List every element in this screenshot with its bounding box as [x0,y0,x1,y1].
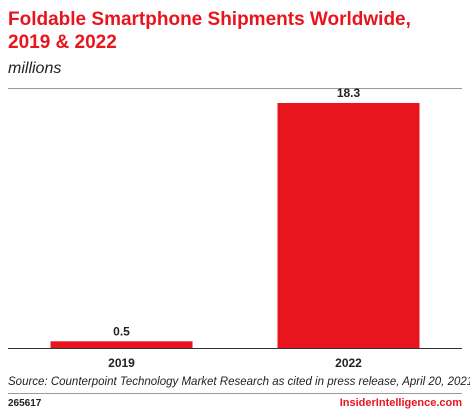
data-label-2019: 0.5 [113,324,130,338]
bar-2022 [277,103,420,348]
chart-subtitle: millions [8,60,62,77]
bar-2019 [50,341,193,348]
data-label-2022: 18.3 [337,86,361,100]
source-note: Source: Counterpoint Technology Market R… [8,376,470,388]
chart-title: Foldable Smartphone Shipments Worldwide,… [8,9,411,53]
footer-divider [8,393,462,394]
x-tick-label-2019: 2019 [108,356,135,370]
brand-link[interactable]: InsiderIntelligence.com [339,397,462,409]
x-tick-label-2022: 2022 [335,356,362,370]
header-divider [8,88,462,89]
chart-id: 265617 [8,398,42,409]
